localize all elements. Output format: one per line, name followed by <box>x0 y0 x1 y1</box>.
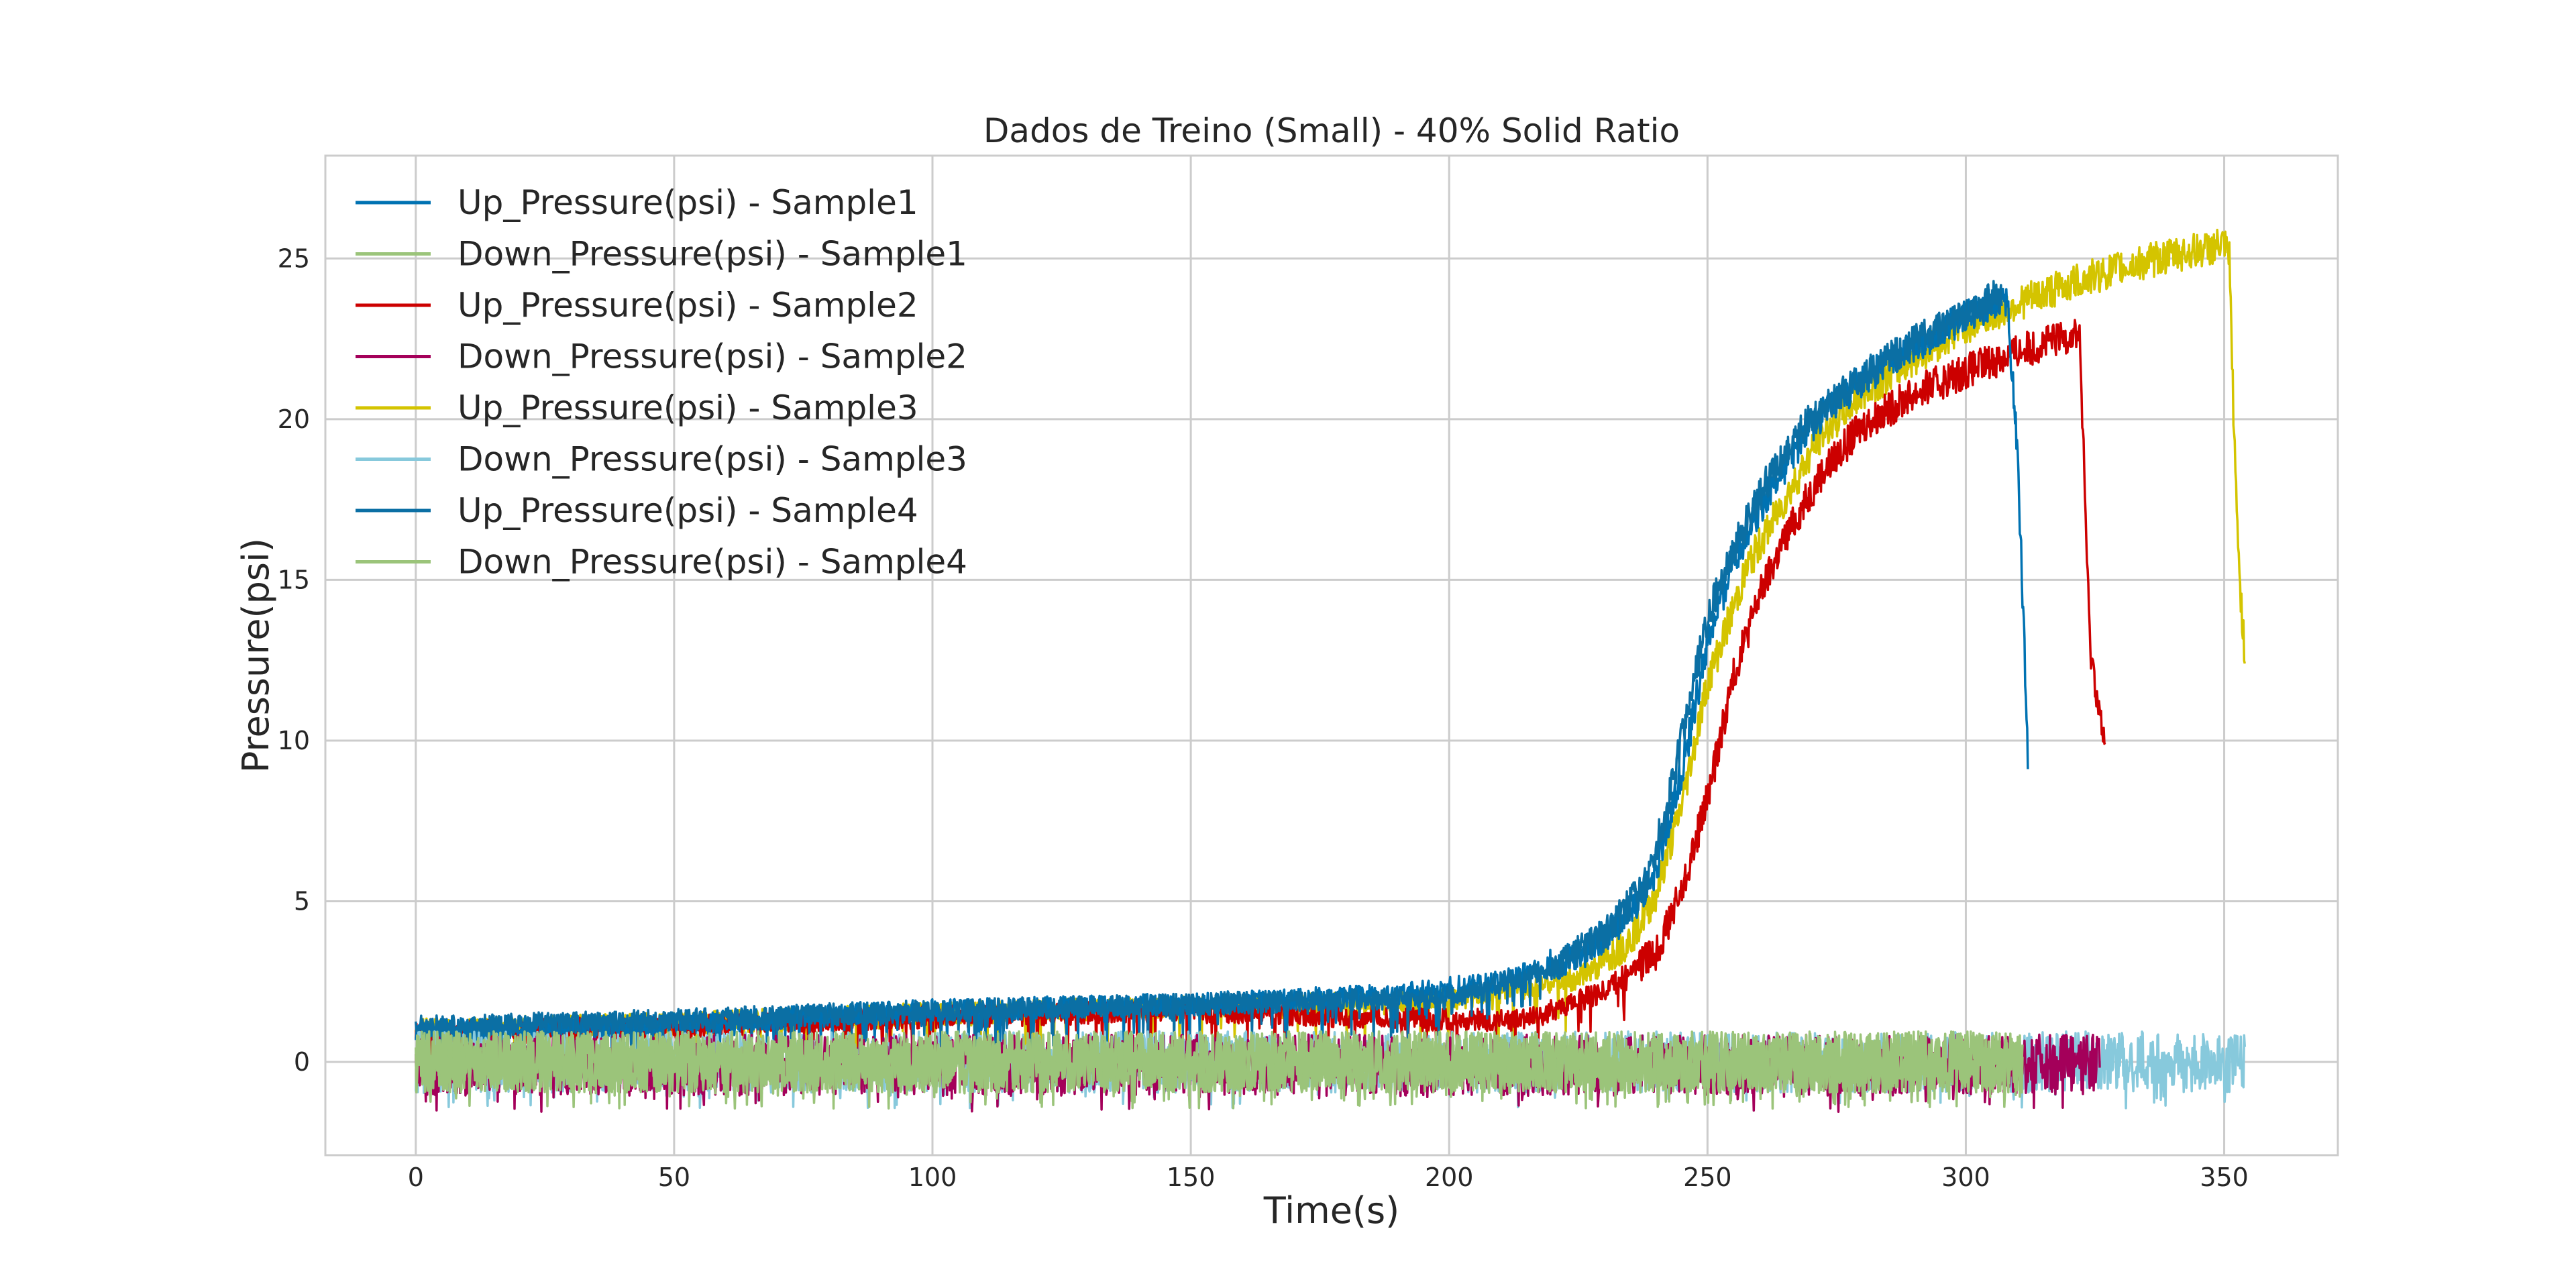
legend-label: Down_Pressure(psi) - Sample1 <box>458 235 967 274</box>
legend-label: Down_Pressure(psi) - Sample4 <box>458 543 967 582</box>
x-tick-label: 250 <box>1683 1163 1732 1192</box>
y-tick-label: 10 <box>278 726 310 755</box>
y-tick-label: 0 <box>294 1047 310 1077</box>
legend-label: Down_Pressure(psi) - Sample3 <box>458 440 967 479</box>
series-layer <box>415 229 2247 1113</box>
x-tick-label: 350 <box>2200 1163 2249 1192</box>
y-tick-label: 20 <box>278 405 310 434</box>
y-tick-label: 5 <box>294 887 310 916</box>
x-tick-label: 0 <box>408 1163 424 1192</box>
x-axis-label: Time(s) <box>1263 1189 1399 1232</box>
chart-title: Dados de Treino (Small) - 40% Solid Rati… <box>983 111 1680 150</box>
legend: Up_Pressure(psi) - Sample1 Down_Pressure(… <box>356 183 967 582</box>
x-tick-label: 300 <box>1941 1163 1990 1192</box>
legend-label: Up_Pressure(psi) - Sample3 <box>458 388 918 427</box>
x-tick-label: 200 <box>1425 1163 1474 1192</box>
x-tick-label: 150 <box>1167 1163 1216 1192</box>
x-tick-label: 50 <box>658 1163 690 1192</box>
y-tick-label: 25 <box>278 244 310 273</box>
y-tick-label: 15 <box>278 565 310 594</box>
legend-label: Up_Pressure(psi) - Sample4 <box>458 491 918 530</box>
legend-label: Up_Pressure(psi) - Sample1 <box>458 183 918 222</box>
legend-label: Up_Pressure(psi) - Sample2 <box>458 286 918 325</box>
y-axis-label: Pressure(psi) <box>235 538 277 773</box>
tick-labels: 0 50 100 150 200 250 300 350 0 5 10 15 20 25 <box>278 244 2249 1192</box>
series-line-8 <box>415 1030 2024 1110</box>
series-line-7 <box>415 280 2003 1068</box>
x-tick-label: 100 <box>908 1163 957 1192</box>
legend-label: Down_Pressure(psi) - Sample2 <box>458 337 967 376</box>
